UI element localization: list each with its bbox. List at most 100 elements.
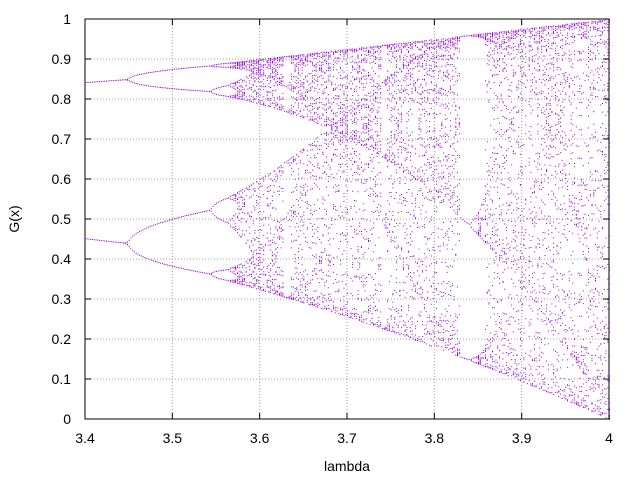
data-point-column — [181, 68, 183, 269]
data-point-column — [532, 27, 534, 387]
data-point-column — [479, 33, 481, 366]
x-tick-label: 3.9 — [512, 430, 532, 446]
data-point-column — [216, 64, 217, 279]
data-point-column — [161, 70, 163, 265]
data-point-column — [354, 49, 355, 317]
data-point-column — [182, 67, 184, 270]
data-point-column — [430, 39, 432, 347]
data-point-column — [446, 38, 448, 348]
data-point-column — [306, 54, 308, 303]
data-point-column — [139, 74, 141, 256]
data-point-column — [528, 29, 530, 381]
data-point-column — [303, 54, 305, 304]
data-point-column — [509, 32, 511, 371]
data-point-column — [90, 81, 92, 240]
x-axis-label: lambda — [324, 458, 370, 474]
data-point-column — [413, 41, 415, 340]
x-tick-label: 3.8 — [425, 430, 445, 446]
data-point-column — [240, 61, 242, 285]
data-point-column — [539, 27, 541, 390]
data-point-column — [270, 57, 272, 294]
data-point-column — [291, 55, 293, 300]
data-point-column — [198, 66, 200, 273]
data-point-column — [406, 42, 408, 337]
data-point-column — [560, 25, 562, 395]
data-point-column — [567, 23, 569, 402]
data-point-column — [533, 27, 535, 387]
data-point-column — [411, 43, 413, 335]
data-point-column — [200, 66, 202, 273]
data-point-column — [373, 46, 375, 326]
y-tick-label: 0 — [63, 411, 71, 427]
data-point-column — [109, 80, 111, 242]
data-point-column — [144, 73, 146, 259]
data-point-column — [271, 58, 273, 291]
data-point-column — [481, 33, 483, 366]
data-point-column — [334, 50, 336, 314]
data-point-column — [381, 45, 383, 329]
data-point-column — [439, 41, 441, 341]
data-point-column — [118, 79, 120, 243]
data-point-column — [154, 71, 156, 262]
data-point-column — [224, 63, 226, 281]
data-point-column — [235, 62, 237, 283]
data-point-column — [86, 82, 88, 240]
data-point-column — [378, 45, 380, 328]
data-point-column — [88, 81, 90, 240]
data-point-column — [112, 80, 114, 243]
data-point-column — [298, 54, 300, 301]
data-point-column — [588, 21, 589, 410]
data-point-column — [549, 25, 551, 394]
data-point-column — [457, 36, 458, 357]
data-point-column — [195, 66, 196, 272]
data-point-column — [299, 54, 301, 303]
data-point-column — [547, 26, 549, 393]
data-point-column — [443, 38, 445, 351]
data-point-column — [497, 32, 499, 369]
data-point-column — [340, 49, 341, 315]
data-point-column — [500, 31, 502, 373]
data-point-column — [252, 59, 254, 289]
data-point-column — [284, 56, 286, 298]
data-point-column — [189, 67, 191, 271]
data-point-column — [579, 22, 581, 407]
data-point-column — [315, 52, 317, 308]
data-point-column — [512, 30, 514, 376]
data-point-column — [170, 69, 172, 267]
data-point-column — [238, 61, 240, 285]
x-tick-label: 3.4 — [75, 430, 95, 446]
data-point-column — [355, 48, 357, 319]
data-point-column — [221, 63, 223, 280]
data-point-column — [471, 34, 472, 362]
data-point-column — [402, 43, 404, 336]
data-point-column — [310, 53, 312, 306]
data-point-column — [212, 64, 214, 277]
y-tick-label: 0.4 — [52, 251, 72, 267]
data-point-column — [277, 57, 279, 296]
data-point-column — [409, 42, 411, 339]
data-point-column — [401, 43, 403, 334]
data-point-column — [415, 41, 417, 341]
x-tick-label: 3.6 — [250, 430, 270, 446]
data-point-column — [486, 33, 488, 368]
data-point-column — [177, 68, 179, 269]
data-point-column — [289, 55, 291, 300]
data-point-column — [153, 71, 155, 262]
data-point-column — [114, 80, 116, 243]
data-point-column — [175, 68, 177, 268]
data-point-column — [172, 69, 174, 267]
data-point-column — [257, 59, 259, 289]
y-tick-label: 0.7 — [52, 131, 72, 147]
data-point-column — [237, 61, 238, 284]
data-point-column — [135, 74, 137, 254]
data-point-column — [519, 29, 521, 382]
x-tick-label: 4 — [605, 430, 613, 446]
data-point-column — [207, 65, 209, 275]
data-point-column — [245, 60, 247, 287]
y-tick-label: 0.9 — [52, 51, 72, 67]
data-point-column — [427, 43, 429, 334]
data-point-column — [130, 76, 132, 250]
y-tick-label: 1 — [63, 11, 71, 27]
data-point-column — [385, 44, 387, 331]
data-point-column — [371, 46, 373, 324]
